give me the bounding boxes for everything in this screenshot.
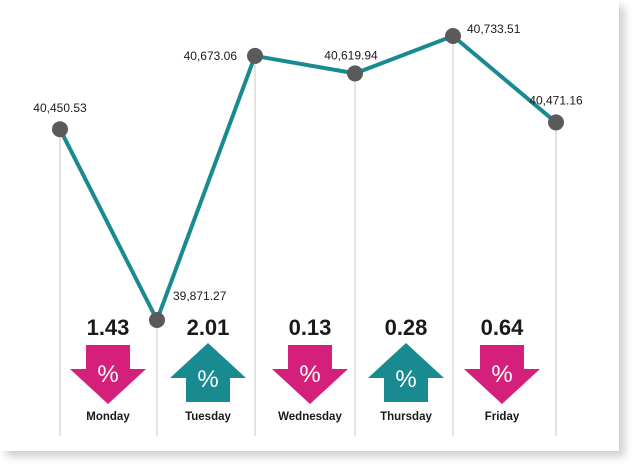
point-label: 40,471.16 [529, 93, 583, 107]
point-label: 40,619.94 [324, 48, 378, 62]
arrow-down-icon [70, 345, 146, 404]
arrow-down-icon [464, 345, 540, 404]
day-label: Friday [485, 411, 520, 423]
change-value: 0.13 [289, 315, 332, 340]
change-value: 0.64 [481, 315, 525, 340]
data-point [149, 312, 165, 328]
data-point [52, 121, 68, 138]
data-point [347, 65, 363, 82]
percent-symbol: % [299, 361, 320, 388]
data-point [548, 114, 564, 131]
percent-symbol: % [491, 361, 512, 388]
percent-symbol: % [395, 366, 416, 393]
day-label: Monday [86, 411, 130, 423]
point-label: 40,733.51 [467, 22, 521, 36]
series-line [58, 34, 558, 322]
data-point [445, 28, 461, 44]
data-point [247, 47, 263, 64]
point-label: 40,673.06 [184, 49, 238, 63]
percent-symbol: % [197, 366, 218, 393]
day-label: Thursday [380, 411, 432, 423]
arrow-down-icon [272, 345, 348, 404]
change-value: 0.28 [385, 315, 428, 340]
change-value: 1.43 [87, 315, 130, 340]
percent-symbol: % [97, 361, 118, 388]
arrow-up-icon [368, 343, 444, 402]
day-label: Wednesday [278, 411, 342, 423]
change-value: 2.01 [187, 315, 230, 340]
arrow-up-icon [170, 343, 246, 402]
day-label: Tuesday [185, 411, 231, 423]
point-label: 39,871.27 [173, 289, 227, 303]
point-label: 40,450.53 [33, 101, 87, 115]
